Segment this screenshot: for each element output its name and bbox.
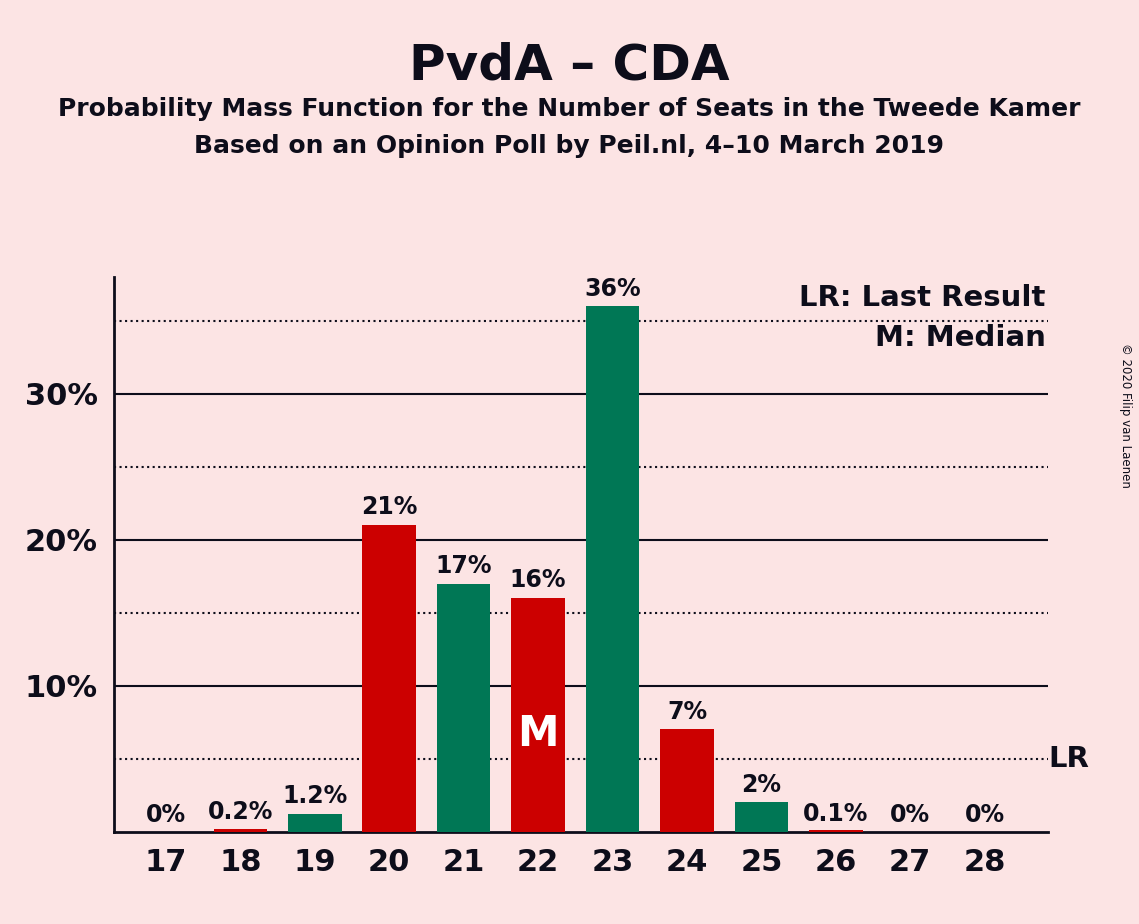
Bar	[437, 584, 491, 832]
Text: 7%: 7%	[666, 699, 707, 723]
Text: 36%: 36%	[584, 276, 641, 300]
Text: LR: Last Result: LR: Last Result	[800, 285, 1046, 312]
Bar	[288, 814, 342, 832]
Text: © 2020 Filip van Laenen: © 2020 Filip van Laenen	[1118, 344, 1132, 488]
Bar	[362, 525, 416, 832]
Bar	[809, 830, 862, 832]
Bar	[735, 802, 788, 832]
Text: 0.1%: 0.1%	[803, 802, 868, 826]
Text: M: Median: M: Median	[875, 324, 1046, 352]
Text: 1.2%: 1.2%	[282, 784, 347, 808]
Text: 0%: 0%	[146, 803, 186, 827]
Text: 0.2%: 0.2%	[207, 800, 273, 824]
Text: LR: LR	[1048, 745, 1089, 772]
Text: 16%: 16%	[510, 568, 566, 592]
Text: 0%: 0%	[891, 803, 931, 827]
Text: Based on an Opinion Poll by Peil.nl, 4–10 March 2019: Based on an Opinion Poll by Peil.nl, 4–1…	[195, 134, 944, 158]
Bar	[661, 729, 714, 832]
Text: 21%: 21%	[361, 495, 418, 519]
Text: PvdA – CDA: PvdA – CDA	[409, 42, 730, 90]
Text: M: M	[517, 712, 559, 755]
Bar	[511, 598, 565, 832]
Text: Probability Mass Function for the Number of Seats in the Tweede Kamer: Probability Mass Function for the Number…	[58, 97, 1081, 121]
Bar	[585, 307, 639, 832]
Text: 2%: 2%	[741, 772, 781, 796]
Text: 0%: 0%	[965, 803, 1005, 827]
Bar	[214, 829, 268, 832]
Text: 17%: 17%	[435, 553, 492, 578]
